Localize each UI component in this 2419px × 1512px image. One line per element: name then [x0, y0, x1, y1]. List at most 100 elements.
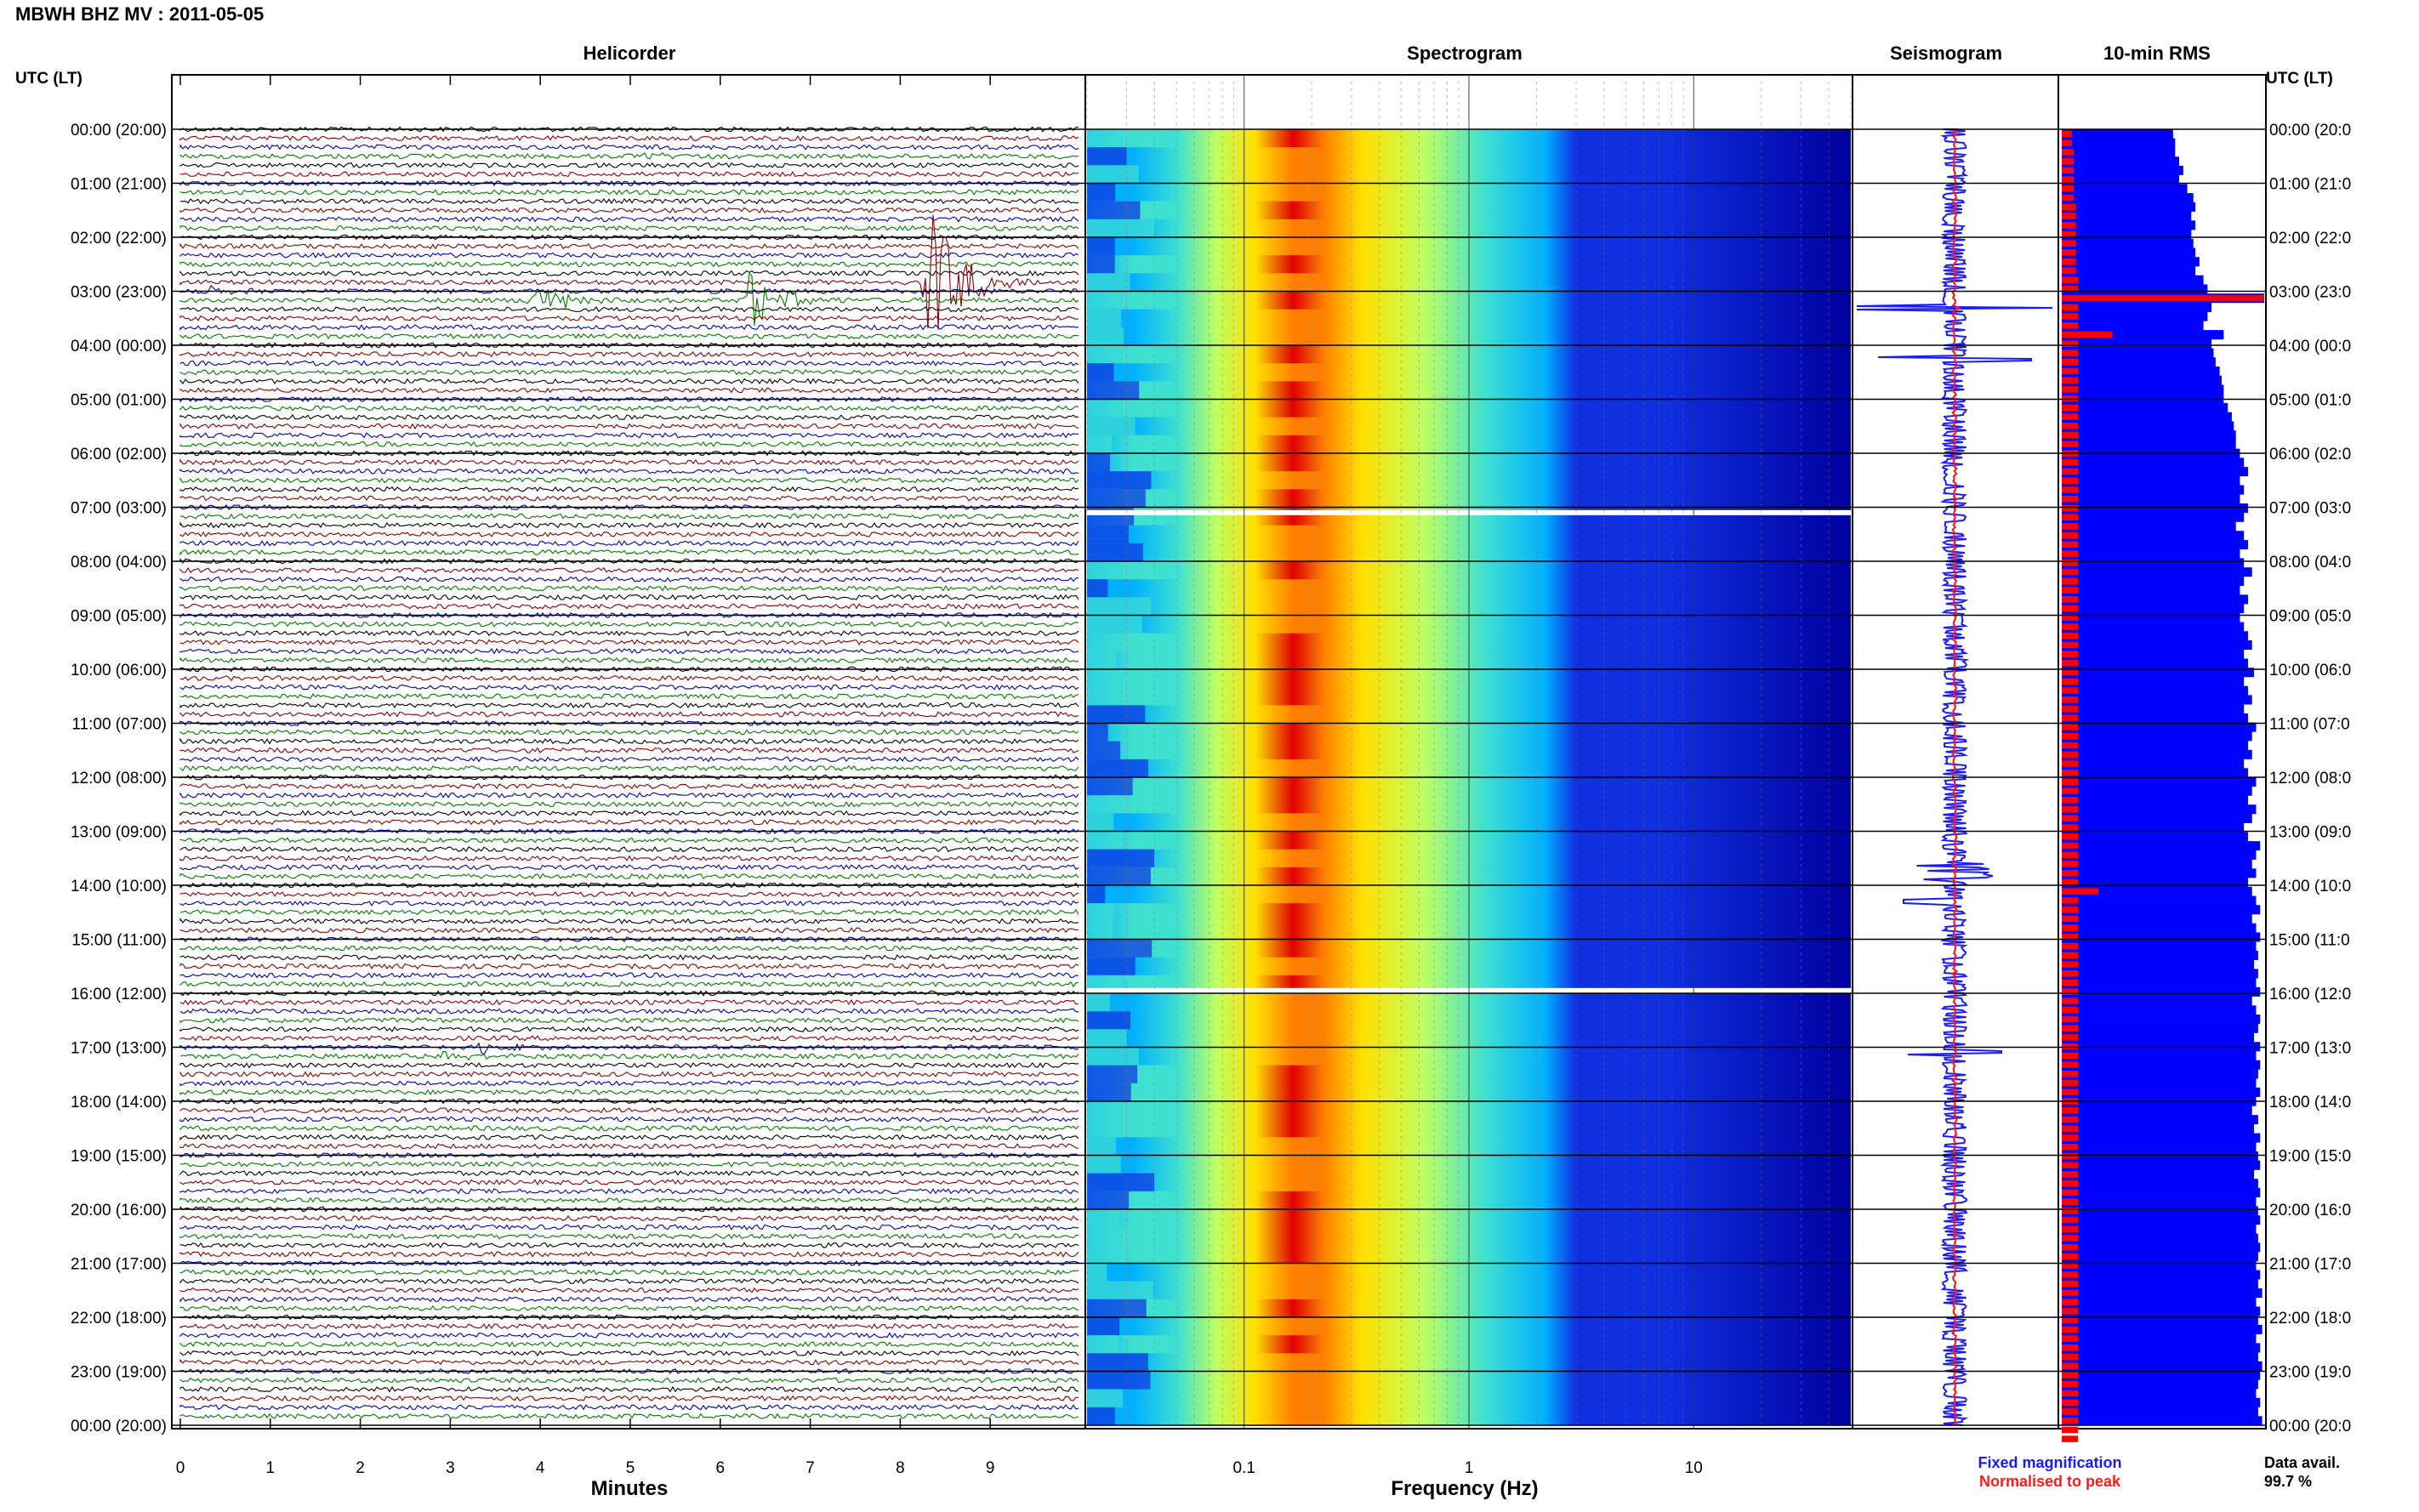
spectrogram-low-band: [1087, 939, 1153, 958]
rms-bar-fixed: [2062, 1123, 2255, 1134]
rms-bar-normalised: [2062, 486, 2079, 493]
helicorder-trace: [179, 414, 1079, 421]
spectrogram-low-band: [1087, 867, 1151, 886]
helicorder-trace: [179, 756, 1079, 763]
rms-bar-normalised: [2062, 221, 2076, 229]
rms-bar-normalised: [2062, 705, 2079, 713]
helicorder-trace: [179, 684, 1079, 691]
time-label-left: 00:00 (20:00): [71, 1418, 167, 1435]
helicorder-trace: [179, 315, 1079, 322]
helicorder-trace: [179, 998, 1079, 1006]
rms-bar-normalised: [2062, 240, 2076, 247]
rms-bar-fixed: [2062, 1270, 2261, 1280]
rms-bar-normalised: [2062, 1034, 2079, 1041]
rms-bar-fixed: [2062, 1187, 2261, 1197]
rms-bar-fixed: [2062, 722, 2257, 732]
rms-bar-fixed: [2062, 302, 2212, 312]
time-label-right: 05:00 (01:0: [2269, 392, 2351, 410]
rms-bar-fixed: [2062, 402, 2228, 413]
helicorder-trace: [179, 1358, 1079, 1366]
helicorder-trace: [179, 1106, 1079, 1114]
helicorder-trace: [179, 1008, 1079, 1015]
rms-bar-normalised: [2062, 1299, 2079, 1305]
helicorder-trace: [179, 216, 1079, 223]
helicorder-trace: [179, 1050, 1079, 1061]
rms-bar-normalised: [2062, 1417, 2079, 1424]
helicorder-trace: [179, 702, 1079, 708]
rms-bar-fixed: [2062, 1379, 2258, 1390]
spectrogram-low-band: [1087, 1011, 1130, 1030]
rms-bar-fixed: [2062, 1316, 2258, 1326]
spectrogram-low-band: [1087, 1245, 1128, 1265]
rms-bar-normalised: [2062, 1390, 2079, 1397]
helicorder-trace: [179, 737, 1079, 745]
rms-bar-fixed: [2062, 676, 2245, 686]
rms-bar-normalised: [2062, 1289, 2079, 1297]
spectrogram-low-band: [1087, 201, 1141, 220]
helicorder-trace: [179, 1287, 1079, 1293]
rms-bar-normalised: [2062, 651, 2079, 657]
spectrogram-low-band: [1087, 1047, 1139, 1066]
spectrogram-low-band: [1087, 1389, 1124, 1408]
helicorder-trace: [179, 747, 1079, 753]
rms-bar-normalised: [2062, 678, 2079, 685]
rms-bar-normalised: [2062, 824, 2079, 831]
rms-bar-normalised: [2062, 687, 2079, 694]
time-axis-label-right: UTC (LT): [2266, 70, 2333, 88]
rms-bar-normalised: [2062, 787, 2079, 794]
rms-bar-fixed: [2062, 384, 2224, 395]
rms-bar-fixed: [2062, 1005, 2257, 1015]
time-label-right: 16:00 (12:0: [2269, 986, 2351, 1003]
rms-bar-fixed: [2062, 923, 2257, 933]
rms-bar-fixed: [2062, 129, 2173, 139]
helicorder-trace: [179, 990, 1079, 997]
helicorder-trace: [179, 1377, 1079, 1384]
rms-bar-normalised: [2062, 423, 2079, 429]
helicorder-x-tick-label: 0: [176, 1459, 185, 1477]
helicorder-trace: [179, 261, 1079, 268]
rms-bar-fixed: [2062, 284, 2208, 294]
rms-bar-fixed: [2062, 338, 2212, 349]
rms-bar-normalised: [2062, 878, 2079, 886]
rms-bar-normalised: [2062, 623, 2079, 630]
rms-bar-fixed: [2062, 494, 2240, 504]
rms-bar-normalised: [2062, 1435, 2079, 1442]
rms-bar-normalised: [2062, 934, 2079, 941]
time-label-right: 08:00 (04:0: [2269, 554, 2351, 571]
rms-bar-fixed: [2062, 685, 2248, 696]
rms-bar-fixed: [2062, 257, 2200, 267]
rms-bar-fixed: [2062, 1133, 2261, 1143]
spectrogram-low-band: [1087, 309, 1122, 328]
rms-bar-fixed: [2062, 768, 2248, 778]
time-label-left: 00:00 (20:00): [71, 122, 167, 139]
rms-bar-normalised: [2062, 286, 2079, 293]
helicorder-trace: [179, 1080, 1079, 1087]
rms-bar-normalised: [2062, 979, 2079, 986]
time-label-right: 22:00 (18:0: [2269, 1310, 2351, 1327]
spectrogram-low-band: [1087, 651, 1117, 670]
rms-bar-normalised: [2062, 924, 2079, 931]
rms-bar-fixed: [2062, 539, 2248, 549]
rms-bar-fixed: [2062, 640, 2252, 651]
time-label-left: 16:00 (12:00): [71, 986, 167, 1003]
rms-bar-fixed: [2062, 1142, 2257, 1152]
time-label-right: 18:00 (14:0: [2269, 1094, 2351, 1111]
helicorder-trace: [179, 350, 1079, 358]
helicorder-trace: [179, 1197, 1079, 1203]
helicorder-trace: [179, 657, 1079, 663]
helicorder-trace: [179, 584, 1079, 592]
spectrogram-low-band: [1087, 129, 1136, 148]
rms-bar-fixed: [2062, 859, 2252, 869]
rms-bar-normalised: [2062, 797, 2079, 804]
helicorder-trace: [179, 162, 1079, 168]
helicorder-trace: [179, 1404, 1079, 1411]
spectrogram-low-band: [1087, 561, 1142, 580]
time-labels-right: 00:00 (20:0 01:00 (21:0 02:00 (22:0 03:00 (…: [2269, 122, 2351, 1435]
rms-bar-fixed: [2062, 822, 2245, 833]
helicorder-trace: [179, 1042, 1079, 1056]
rms-bar-normalised: [2062, 340, 2079, 347]
time-label-left: 12:00 (08:00): [71, 770, 167, 787]
spectrogram-low-band: [1087, 219, 1155, 238]
time-label-right: 12:00 (08:0: [2269, 770, 2351, 787]
time-label-right: 01:00 (21:0: [2269, 176, 2351, 194]
